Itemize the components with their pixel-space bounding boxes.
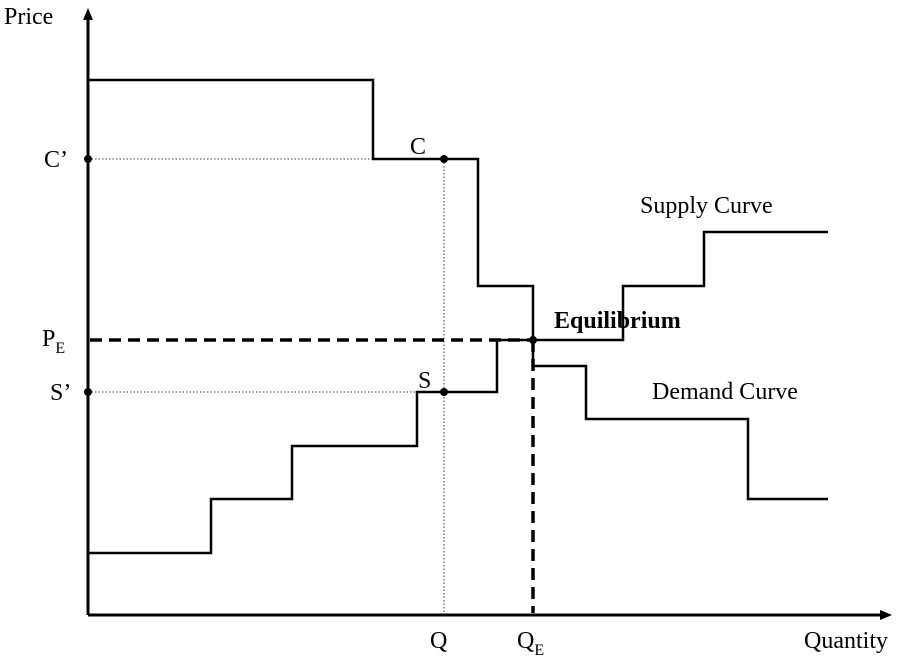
- qe-main: Q: [517, 628, 534, 654]
- equilibrium-label: Equilibrium: [554, 308, 681, 334]
- s-prime-label: S’: [50, 380, 71, 406]
- qe-label: QE: [517, 628, 544, 659]
- pe-main: P: [42, 326, 55, 352]
- q-label: Q: [430, 628, 447, 654]
- supply-label: Supply Curve: [640, 193, 773, 219]
- demand-curve: [88, 78, 828, 501]
- c-label: C: [410, 134, 426, 160]
- qe-sub: E: [534, 642, 544, 659]
- demand-label: Demand Curve: [652, 379, 798, 405]
- c-prime-label: C’: [44, 147, 68, 173]
- pe-label: PE: [42, 326, 65, 357]
- dot: [529, 336, 537, 344]
- x-axis-label: Quantity: [804, 628, 888, 654]
- dot: [84, 155, 92, 163]
- dot: [440, 388, 448, 396]
- y-axis-label: Price: [4, 4, 53, 30]
- pe-sub: E: [55, 340, 65, 357]
- dot: [84, 388, 92, 396]
- s-label: S: [418, 368, 431, 394]
- dot: [440, 155, 448, 163]
- supply-curve: [88, 230, 828, 555]
